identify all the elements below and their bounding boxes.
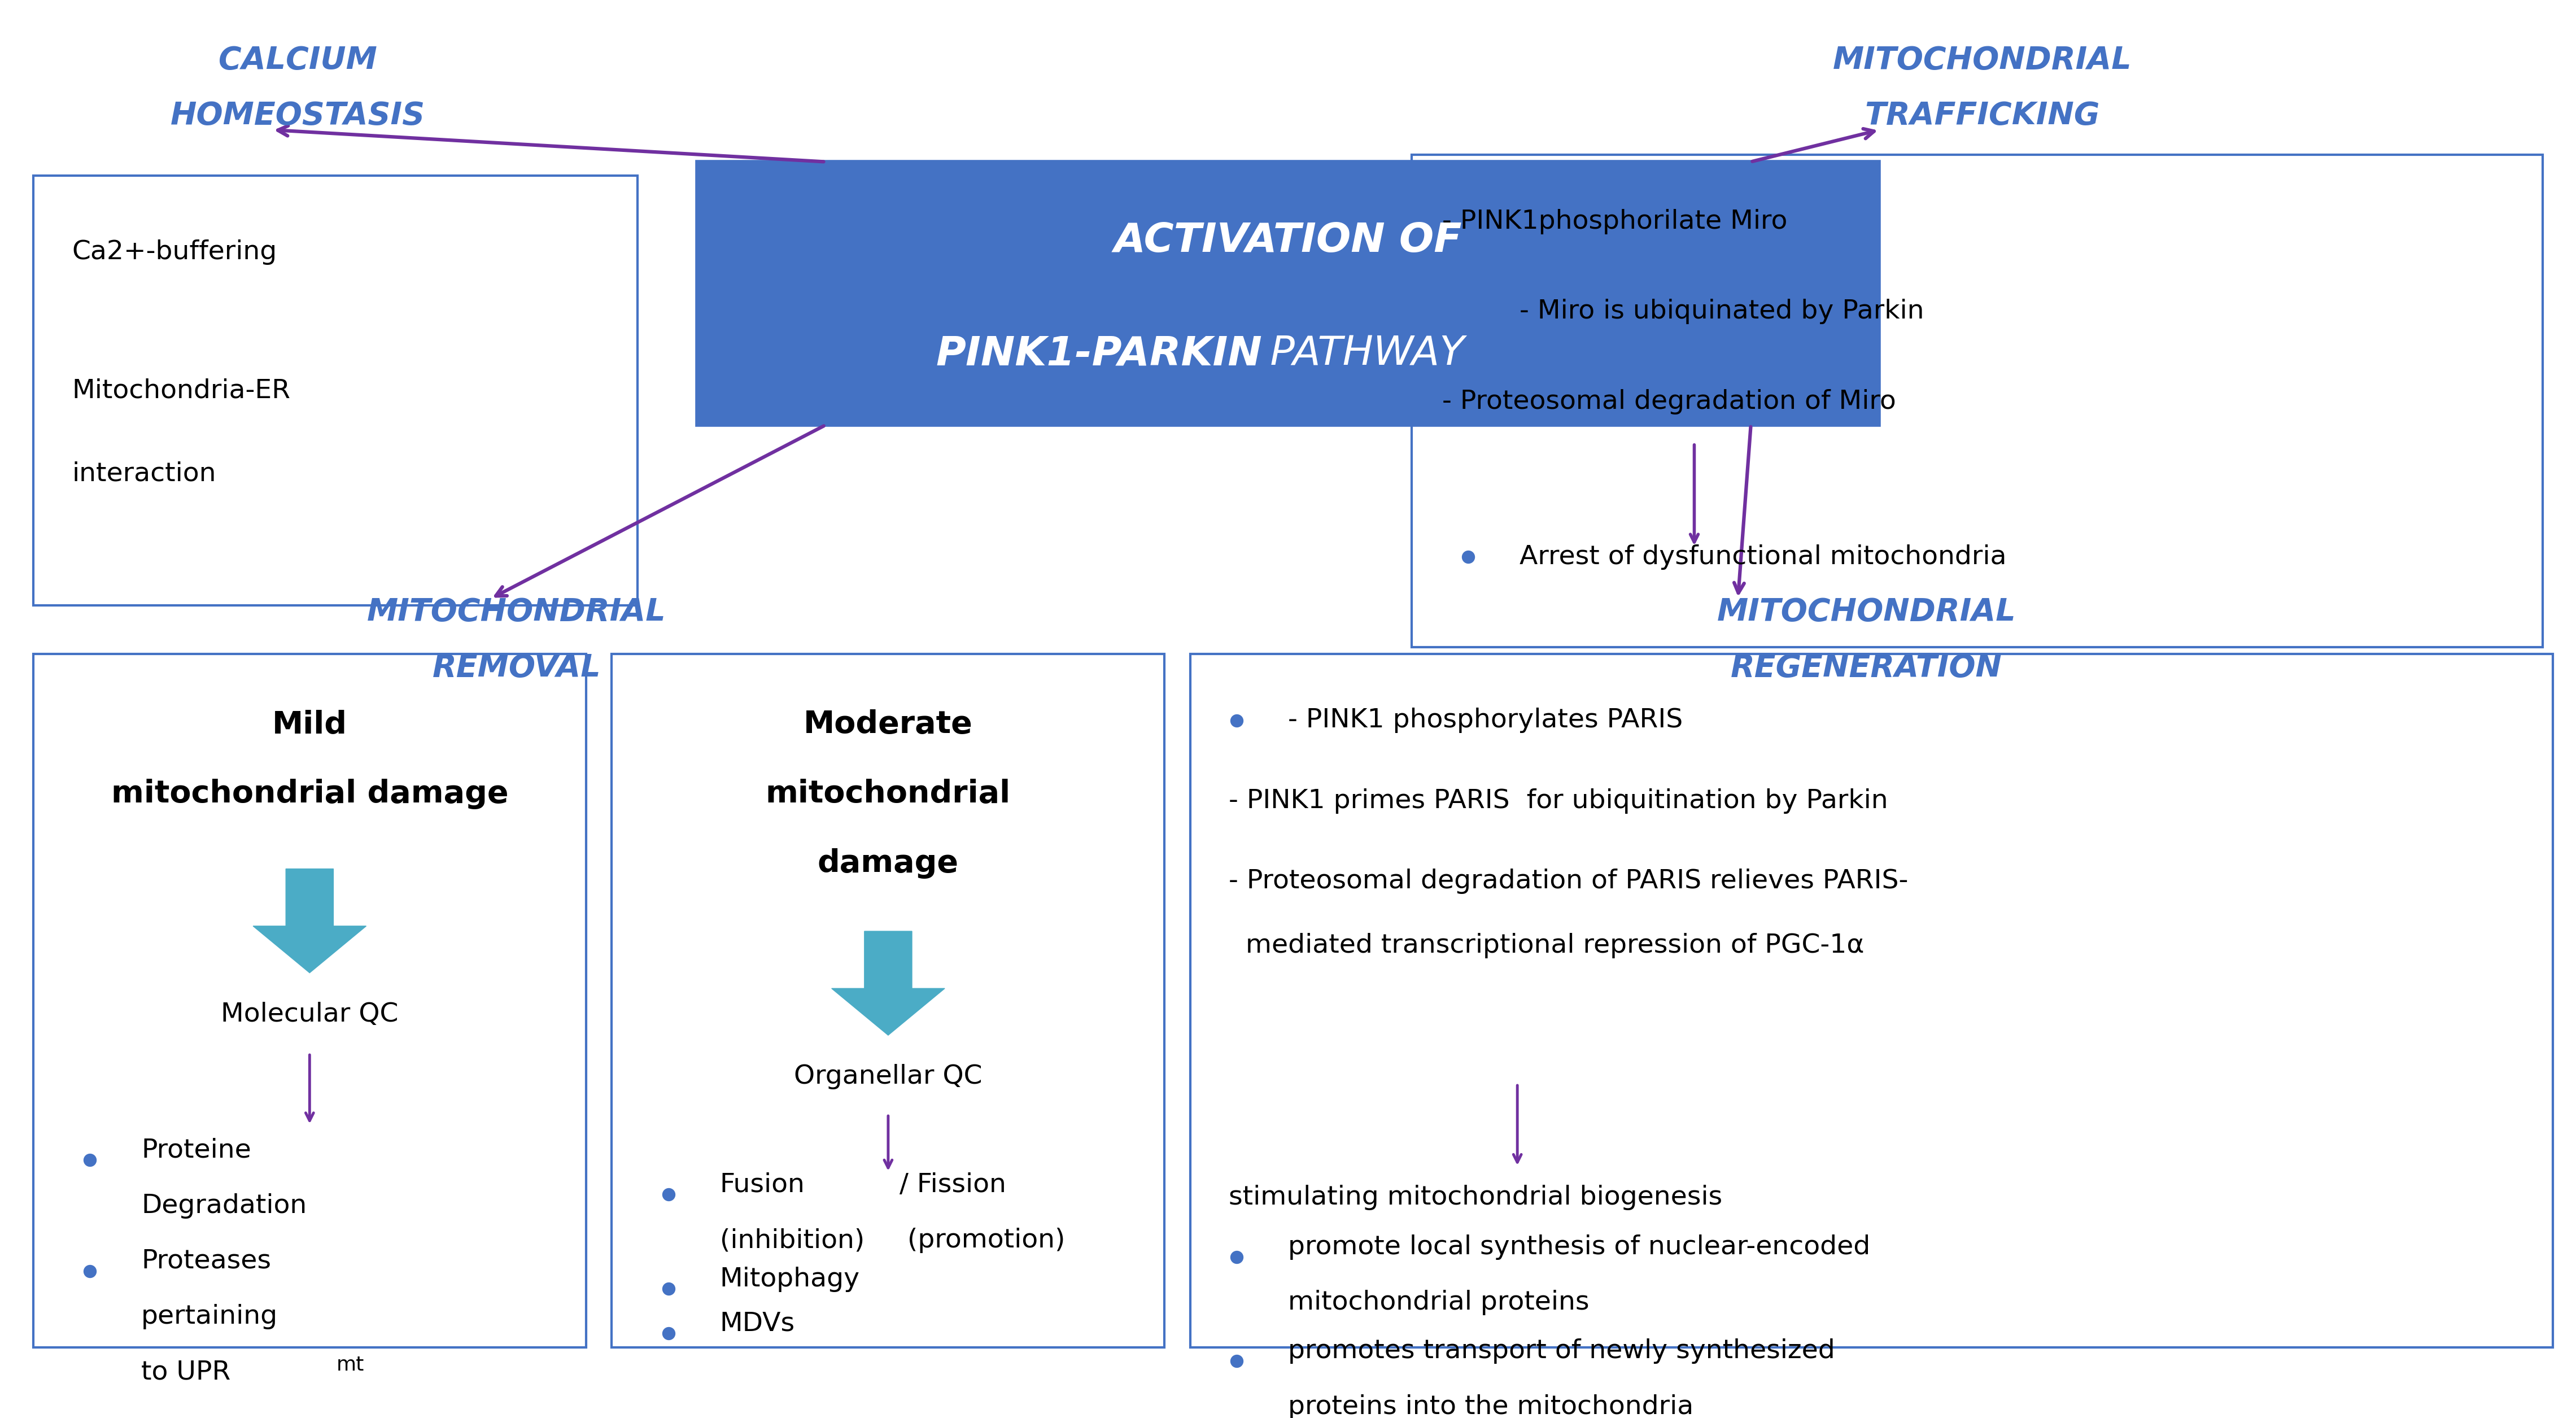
Text: MITOCHONDRIAL: MITOCHONDRIAL bbox=[1718, 597, 2017, 628]
Text: CALCIUM: CALCIUM bbox=[219, 45, 376, 75]
Point bbox=[70, 1149, 111, 1171]
Point bbox=[1216, 1245, 1257, 1268]
Text: promote local synthesis of nuclear-encoded: promote local synthesis of nuclear-encod… bbox=[1288, 1235, 1870, 1261]
FancyBboxPatch shape bbox=[696, 162, 1880, 425]
Text: mitochondrial proteins: mitochondrial proteins bbox=[1288, 1290, 1589, 1316]
Point bbox=[647, 1322, 688, 1344]
Text: stimulating mitochondrial biogenesis: stimulating mitochondrial biogenesis bbox=[1229, 1184, 1723, 1210]
Point bbox=[1216, 1350, 1257, 1373]
Text: Arrest of dysfunctional mitochondria: Arrest of dysfunctional mitochondria bbox=[1520, 545, 2007, 570]
Text: to UPR: to UPR bbox=[142, 1360, 232, 1385]
Text: interaction: interaction bbox=[72, 461, 216, 486]
Text: mt: mt bbox=[337, 1356, 363, 1375]
Text: pertaining: pertaining bbox=[142, 1305, 278, 1329]
Point bbox=[70, 1259, 111, 1282]
Text: Proteases: Proteases bbox=[142, 1248, 270, 1273]
Text: Mild: Mild bbox=[273, 709, 348, 740]
Text: mitochondrial damage: mitochondrial damage bbox=[111, 778, 507, 810]
Text: Molecular QC: Molecular QC bbox=[222, 1001, 399, 1027]
FancyBboxPatch shape bbox=[611, 654, 1164, 1347]
Point bbox=[647, 1278, 688, 1300]
Text: - Proteosomal degradation of Miro: - Proteosomal degradation of Miro bbox=[1443, 389, 1896, 414]
Text: Fusion: Fusion bbox=[719, 1173, 804, 1198]
Text: promotes transport of newly synthesized: promotes transport of newly synthesized bbox=[1288, 1339, 1834, 1364]
Text: ACTIVATION OF: ACTIVATION OF bbox=[1113, 221, 1463, 261]
Text: Proteine: Proteine bbox=[142, 1137, 252, 1163]
Text: HOMEOSTASIS: HOMEOSTASIS bbox=[170, 101, 425, 132]
FancyBboxPatch shape bbox=[1190, 654, 2553, 1347]
Text: Mitophagy: Mitophagy bbox=[719, 1266, 860, 1292]
Text: Degradation: Degradation bbox=[142, 1193, 307, 1218]
Text: PINK1-PARKIN: PINK1-PARKIN bbox=[935, 335, 1262, 373]
Text: mediated transcriptional repression of PGC-1α: mediated transcriptional repression of P… bbox=[1229, 933, 1865, 959]
FancyBboxPatch shape bbox=[1412, 155, 2543, 647]
Text: (promotion): (promotion) bbox=[907, 1228, 1066, 1254]
Text: Mitochondria-ER: Mitochondria-ER bbox=[72, 377, 291, 403]
Text: - Proteosomal degradation of PARIS relieves PARIS-: - Proteosomal degradation of PARIS relie… bbox=[1229, 869, 1909, 893]
Text: Ca2+-buffering: Ca2+-buffering bbox=[72, 240, 276, 265]
Text: - PINK1phosphorilate Miro: - PINK1phosphorilate Miro bbox=[1443, 208, 1788, 234]
Text: MITOCHONDRIAL: MITOCHONDRIAL bbox=[1832, 45, 2133, 75]
Text: MDVs: MDVs bbox=[719, 1310, 796, 1336]
Text: proteins into the mitochondria: proteins into the mitochondria bbox=[1288, 1394, 1692, 1418]
Text: REMOVAL: REMOVAL bbox=[433, 652, 600, 683]
Text: REGENERATION: REGENERATION bbox=[1731, 652, 2002, 683]
Text: Organellar QC: Organellar QC bbox=[793, 1064, 981, 1089]
Text: (inhibition): (inhibition) bbox=[719, 1228, 866, 1254]
FancyBboxPatch shape bbox=[33, 176, 636, 605]
Polygon shape bbox=[252, 869, 366, 973]
Text: - Miro is ubiquinated by Parkin: - Miro is ubiquinated by Parkin bbox=[1520, 299, 1924, 325]
Text: PATHWAY: PATHWAY bbox=[1262, 335, 1466, 373]
Point bbox=[1448, 546, 1489, 569]
Text: - PINK1 primes PARIS  for ubiquitination by Parkin: - PINK1 primes PARIS for ubiquitination … bbox=[1229, 788, 1888, 814]
Text: MITOCHONDRIAL: MITOCHONDRIAL bbox=[368, 597, 667, 628]
Polygon shape bbox=[832, 932, 945, 1035]
Text: damage: damage bbox=[817, 848, 958, 879]
Point bbox=[1448, 301, 1489, 323]
Text: - PINK1 phosphorylates PARIS: - PINK1 phosphorylates PARIS bbox=[1288, 708, 1682, 733]
Text: Moderate: Moderate bbox=[804, 709, 974, 740]
Text: TRAFFICKING: TRAFFICKING bbox=[1865, 101, 2099, 132]
Text: / Fission: / Fission bbox=[873, 1173, 1007, 1198]
FancyBboxPatch shape bbox=[33, 654, 585, 1347]
Text: mitochondrial: mitochondrial bbox=[765, 778, 1010, 810]
Point bbox=[647, 1183, 688, 1205]
Point bbox=[1216, 709, 1257, 732]
